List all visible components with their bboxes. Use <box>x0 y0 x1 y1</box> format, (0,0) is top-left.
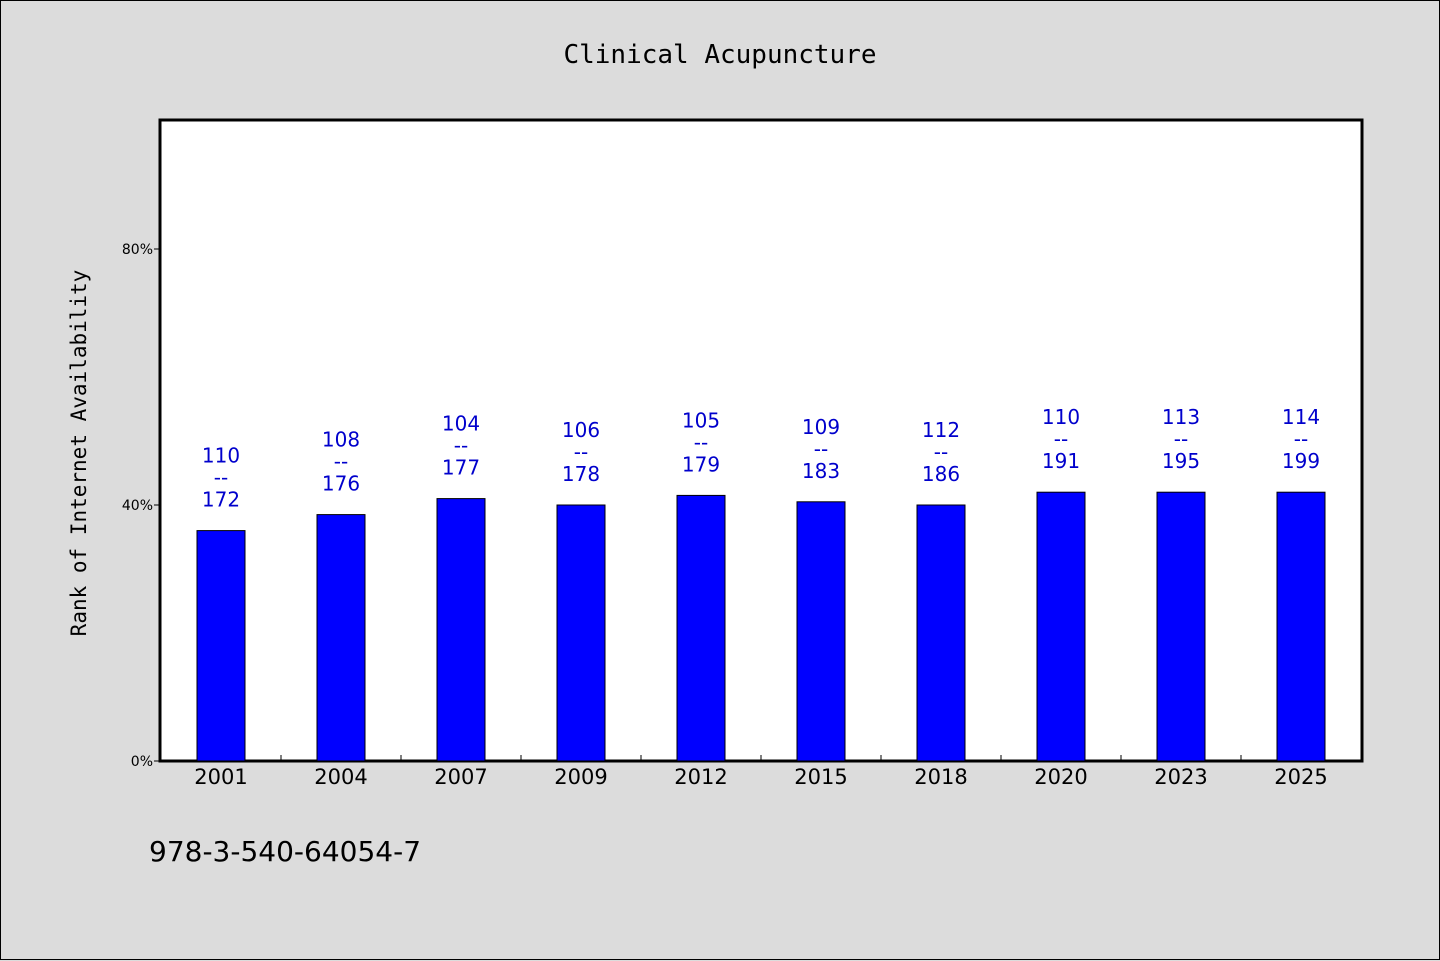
y-tick-label-40: 40% <box>122 498 153 514</box>
bar-2004 <box>316 514 366 762</box>
bar-label-2001-sep: -- <box>214 466 228 490</box>
bar-2018 <box>916 504 966 762</box>
bar-2007 <box>436 498 486 762</box>
bar-label-2015-sep: -- <box>814 437 828 461</box>
bar-label-2009-sep: -- <box>574 440 588 464</box>
bar-label-2009-bottom: 178 <box>562 462 600 486</box>
y-tick-label-0: 0% <box>131 754 153 770</box>
x-tick-label-2015: 2015 <box>794 765 847 789</box>
y-tick-label-80: 80% <box>122 242 153 258</box>
bar-2023 <box>1156 491 1206 762</box>
bar-label-2007-bottom: 177 <box>442 456 480 480</box>
bar-label-2023-top: 113 <box>1162 405 1200 429</box>
x-tick-label-2007: 2007 <box>434 765 487 789</box>
chart-title: Clinical Acupuncture <box>563 40 876 70</box>
x-tick-label-2023: 2023 <box>1154 765 1207 789</box>
x-tick-label-2020: 2020 <box>1034 765 1087 789</box>
bar-label-2009-top: 106 <box>562 418 600 442</box>
x-tick-label-2012: 2012 <box>674 765 727 789</box>
bar-label-2001-bottom: 172 <box>202 488 240 512</box>
y-axis-label: Rank of Internet Availability <box>67 270 91 637</box>
bar-label-2025-bottom: 199 <box>1282 449 1320 473</box>
bar-label-2012-top: 105 <box>682 408 720 432</box>
bar-label-2018-sep: -- <box>934 440 948 464</box>
bar-label-2023-sep: -- <box>1174 427 1188 451</box>
bar-label-2015-bottom: 183 <box>802 459 840 483</box>
bar-label-2018-top: 112 <box>922 418 960 442</box>
x-tick-label-2009: 2009 <box>554 765 607 789</box>
bar-label-2001-top: 110 <box>202 444 240 468</box>
x-tick-label-2004: 2004 <box>314 765 367 789</box>
bar-2009 <box>556 504 606 762</box>
bar-label-2012-bottom: 179 <box>682 452 720 476</box>
bar-label-2007-sep: -- <box>454 434 468 458</box>
y-ticks-group: 0% 40% 80% <box>122 242 161 770</box>
x-ticks-group: 2001 2004 2007 2009 2012 2015 2018 2020 2023 2025 <box>194 755 1328 789</box>
bar-label-2020-bottom: 191 <box>1042 449 1080 473</box>
bar-label-2004-sep: -- <box>334 450 348 474</box>
x-tick-label-2025: 2025 <box>1274 765 1327 789</box>
bar-label-2004-bottom: 176 <box>322 472 360 496</box>
bar-label-2007-top: 104 <box>442 412 480 436</box>
isbn-footer: 978-3-540-64054-7 <box>149 835 422 868</box>
bar-label-2012-sep: -- <box>694 430 708 454</box>
bar-label-2025-top: 114 <box>1282 405 1320 429</box>
bar-label-2025-sep: -- <box>1294 427 1308 451</box>
bar-label-2020-sep: -- <box>1054 427 1068 451</box>
bar-label-2023-bottom: 195 <box>1162 449 1200 473</box>
bar-2012 <box>676 494 726 762</box>
x-tick-label-2018: 2018 <box>914 765 967 789</box>
bar-label-2018-bottom: 186 <box>922 462 960 486</box>
bar-label-2004-top: 108 <box>322 428 360 452</box>
bar-label-2015-top: 109 <box>802 415 840 439</box>
bar-label-2020-top: 110 <box>1042 405 1080 429</box>
x-tick-label-2001: 2001 <box>194 765 247 789</box>
bar-2025 <box>1276 491 1326 762</box>
bars-group: 110--172108--176104--177106--178105--179… <box>196 405 1326 762</box>
bar-2001 <box>196 530 246 762</box>
bar-2015 <box>796 501 846 762</box>
bar-2020 <box>1036 491 1086 762</box>
